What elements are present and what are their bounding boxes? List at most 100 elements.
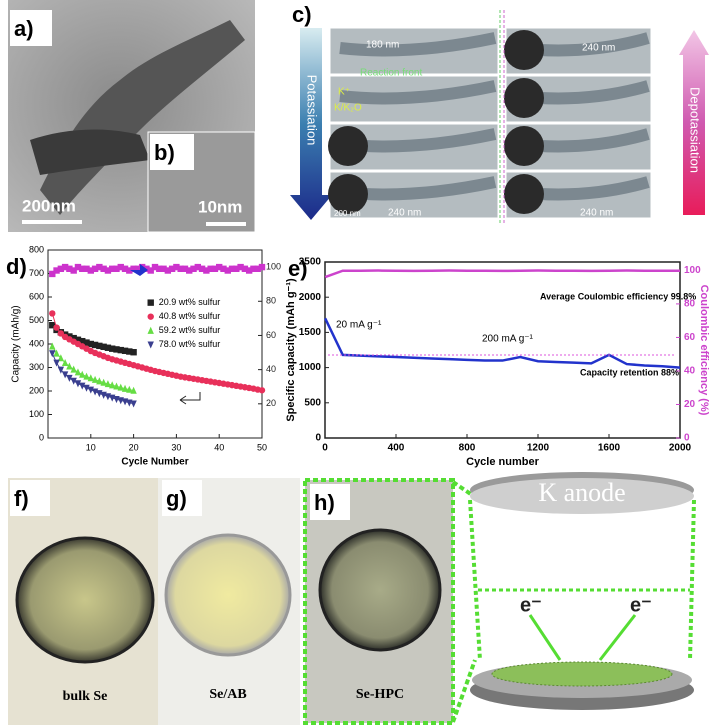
legend-label: 59.2 wt% sulfur	[159, 325, 221, 335]
marker	[61, 263, 69, 271]
nanowire	[339, 32, 497, 57]
electrode	[504, 126, 544, 166]
marker	[156, 265, 163, 272]
marker	[126, 385, 133, 393]
annotation: Average Coulombic efficiency 99.8%	[540, 291, 696, 301]
marker	[126, 267, 133, 274]
marker	[168, 265, 176, 272]
tem-sequence	[328, 27, 652, 219]
axis-arrow	[130, 264, 148, 276]
marker	[164, 267, 172, 274]
panel-label: e)	[288, 256, 308, 281]
marker	[96, 377, 103, 385]
electron-arrow	[598, 614, 637, 661]
x-tick-label: 1200	[527, 443, 550, 454]
marker	[79, 382, 86, 390]
y-tick-label: 300	[29, 362, 44, 372]
annotation: K⁺	[338, 87, 350, 98]
particles	[491, 661, 673, 687]
panel-label: a)	[14, 16, 34, 41]
marker	[134, 265, 142, 272]
panel-label: c)	[292, 2, 312, 27]
marker	[254, 265, 261, 272]
marker	[121, 384, 129, 392]
marker	[220, 265, 227, 272]
y2-tick-label: 80	[684, 299, 696, 310]
marker	[117, 383, 124, 391]
marker	[74, 368, 82, 376]
marker	[49, 322, 56, 329]
marker	[91, 341, 99, 349]
size-label: 240 nm	[580, 208, 613, 219]
anode-disk	[470, 478, 694, 514]
marker	[49, 270, 56, 278]
arrow	[679, 30, 709, 215]
marker	[130, 349, 137, 356]
electron-arrow	[528, 614, 562, 661]
marker	[113, 346, 120, 353]
marker	[126, 348, 133, 355]
electrode	[504, 30, 544, 70]
x-axis-label: Cycle Number	[121, 457, 188, 468]
y-tick-label: 1000	[299, 362, 322, 373]
y-tick-label: 1500	[299, 327, 322, 338]
marker	[121, 265, 129, 272]
legend-marker	[147, 326, 154, 334]
y2-tick-label: 20	[266, 398, 276, 408]
label-box	[162, 480, 202, 516]
marker	[53, 324, 60, 331]
y-tick-label: 700	[29, 268, 44, 278]
coin-cell	[15, 536, 155, 664]
marker	[194, 263, 201, 271]
marker	[258, 387, 266, 394]
legend-label: 78.0 wt% sulfur	[159, 339, 221, 349]
y-axis-label: Capacity (mAh/g)	[11, 305, 22, 382]
marker	[57, 354, 65, 362]
marker	[207, 265, 214, 272]
marker	[245, 267, 253, 274]
marker	[104, 380, 112, 388]
y2-tick-label: 80	[266, 296, 276, 306]
label-box	[10, 480, 50, 516]
guide	[688, 499, 696, 661]
y-tick-label: 2000	[299, 292, 322, 303]
arrow-label: Depotassiation	[688, 87, 703, 173]
marker	[147, 267, 154, 274]
x-tick-label: 30	[171, 442, 181, 452]
marker	[91, 265, 99, 272]
chart: 0 100 200 300 400 500 600 700 800 20 40 60 80 100 10 20…	[11, 244, 281, 467]
x-tick-label: 800	[459, 443, 476, 454]
marker	[113, 382, 120, 390]
x-tick-label: 0	[322, 443, 328, 454]
electrode	[328, 174, 368, 214]
marker	[66, 374, 73, 382]
marker	[237, 263, 244, 271]
legend-label: 40.8 wt% sulfur	[159, 311, 221, 321]
marker	[224, 267, 231, 274]
axis-arrow	[179, 392, 201, 405]
marker	[57, 366, 65, 374]
marker	[104, 267, 112, 274]
x-tick-label: 1600	[598, 443, 621, 454]
coin-cell	[164, 533, 292, 657]
marker	[57, 330, 65, 337]
marker	[113, 265, 120, 272]
marker	[216, 263, 223, 271]
x-axis-label: Cycle number	[466, 456, 539, 468]
y-axis-label: Specific capacity (mAh g⁻¹)	[285, 278, 297, 422]
legend-marker	[147, 299, 154, 306]
marker	[121, 347, 129, 355]
caption: Se/AB	[209, 687, 246, 702]
coin-cell	[318, 528, 442, 652]
marker	[117, 346, 124, 354]
annotation: K/K₂O	[334, 103, 362, 114]
marker	[173, 263, 180, 271]
marker	[104, 344, 112, 351]
y2-tick-label: 20	[684, 399, 696, 410]
caption: Se-HPC	[356, 687, 404, 702]
scale-bar-label: 200nm	[22, 196, 76, 215]
y2-tick-label: 100	[684, 265, 701, 276]
marker	[100, 378, 107, 386]
marker	[53, 349, 60, 357]
